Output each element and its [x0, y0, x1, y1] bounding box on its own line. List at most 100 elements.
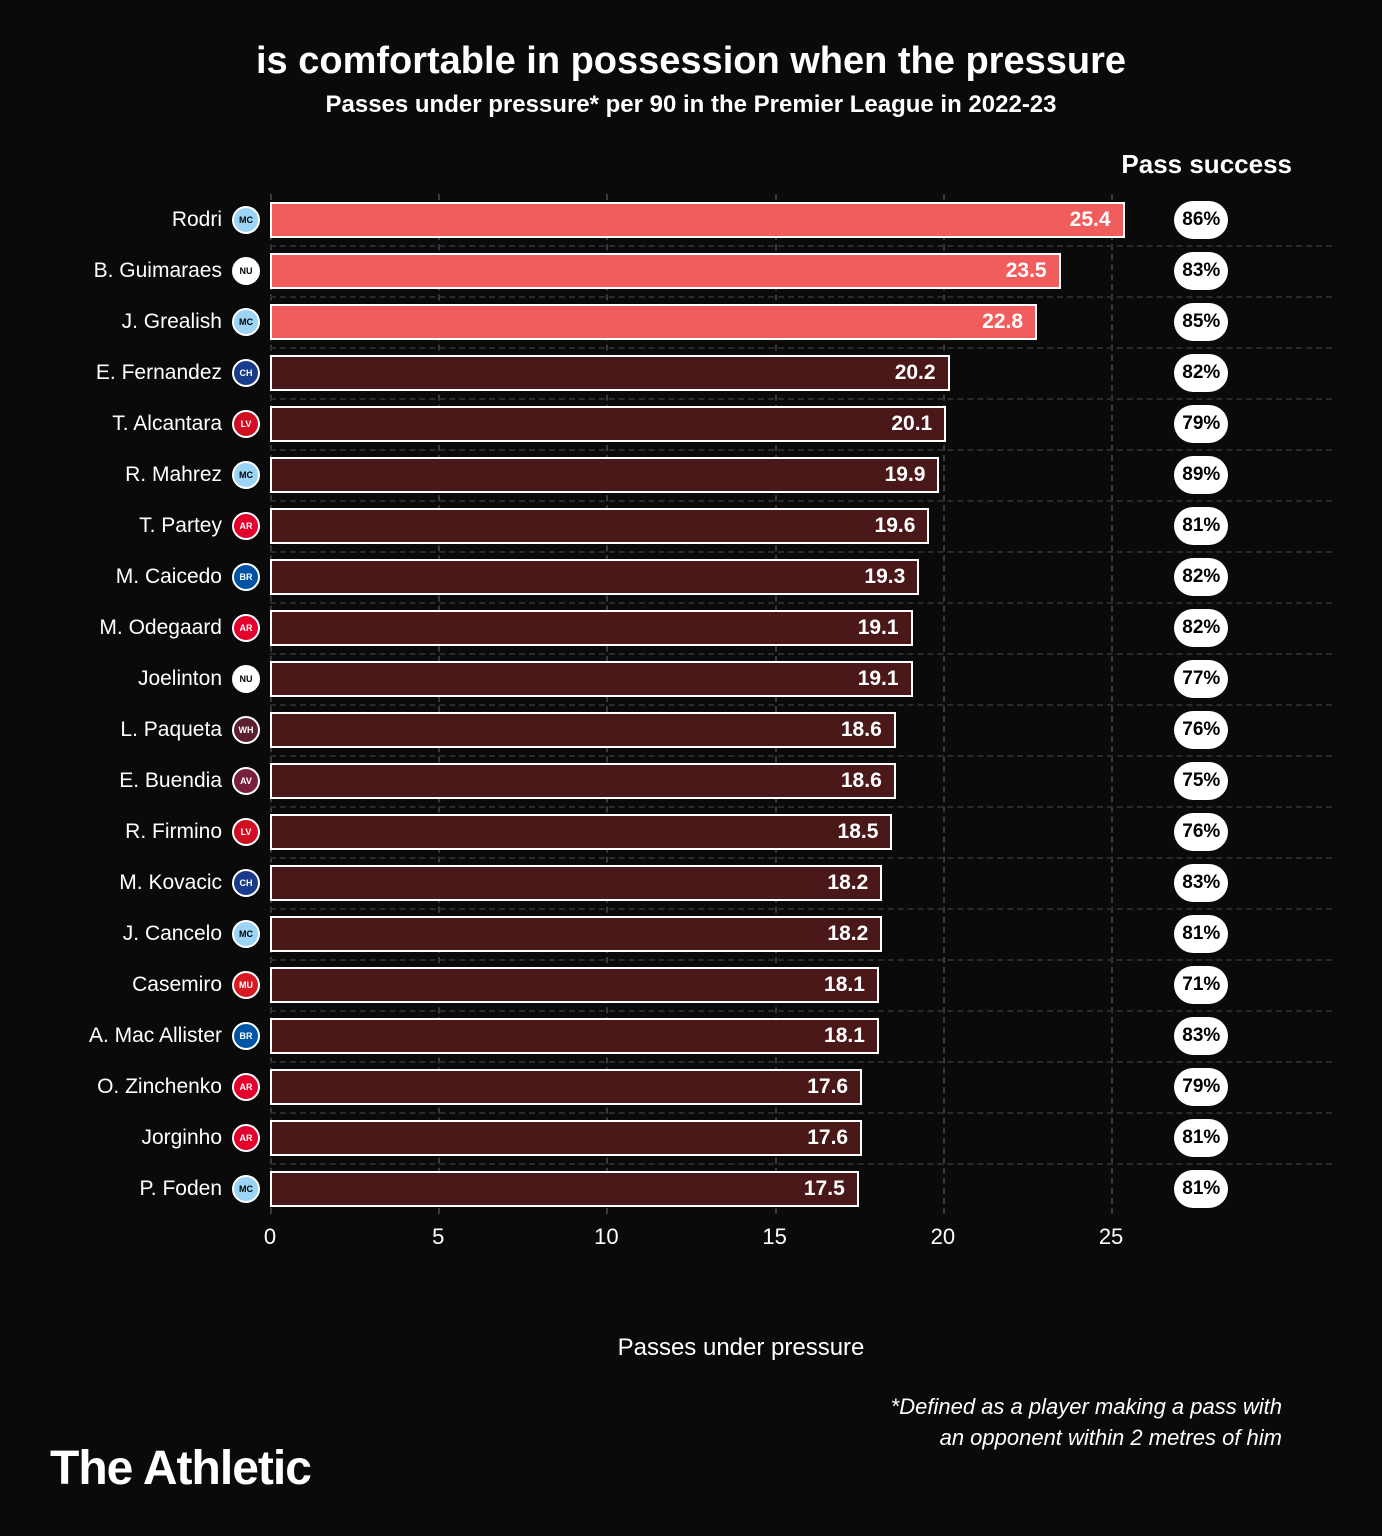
row-divider [270, 1061, 1332, 1063]
bar: 20.1 [270, 406, 946, 442]
pass-success-pill: 82% [1174, 609, 1228, 647]
chart-row: E. BuendiaAV18.675% [270, 755, 1212, 806]
club-badge-icon: CH [232, 359, 260, 387]
player-name: M. Caicedo [116, 565, 222, 589]
chart-row: T. ParteyAR19.681% [270, 500, 1212, 551]
club-badge-icon: MC [232, 308, 260, 336]
x-axis-label: Passes under pressure [270, 1334, 1212, 1362]
club-badge-icon: AV [232, 767, 260, 795]
row-divider [270, 602, 1332, 604]
club-badge-icon: BR [232, 563, 260, 591]
player-name: R. Mahrez [125, 463, 222, 487]
row-divider [270, 347, 1332, 349]
player-name: Jorginho [141, 1126, 222, 1150]
row-divider [270, 398, 1332, 400]
row-divider [270, 500, 1332, 502]
player-name: M. Kovacic [119, 871, 222, 895]
row-divider [270, 959, 1332, 961]
chart-area: RodriMC25.486%B. GuimaraesNU23.583%J. Gr… [50, 194, 1332, 1362]
bar: 19.1 [270, 661, 913, 697]
row-divider [270, 704, 1332, 706]
chart-row: JorginhoAR17.681% [270, 1112, 1212, 1163]
chart-row: RodriMC25.486% [270, 194, 1212, 245]
chart-row: E. FernandezCH20.282% [270, 347, 1212, 398]
pass-success-pill: 81% [1174, 1170, 1228, 1208]
bar: 19.9 [270, 457, 939, 493]
player-name: P. Foden [139, 1177, 222, 1201]
pass-success-pill: 79% [1174, 1068, 1228, 1106]
chart-row: J. CanceloMC18.281% [270, 908, 1212, 959]
row-divider [270, 1163, 1332, 1165]
player-name: M. Odegaard [99, 616, 222, 640]
row-divider [270, 908, 1332, 910]
club-badge-icon: LV [232, 410, 260, 438]
pass-success-pill: 86% [1174, 201, 1228, 239]
bar: 25.4 [270, 202, 1125, 238]
pass-success-pill: 81% [1174, 915, 1228, 953]
row-divider [270, 653, 1332, 655]
club-badge-icon: MC [232, 461, 260, 489]
chart-row: P. FodenMC17.581% [270, 1163, 1212, 1214]
pass-success-pill: 77% [1174, 660, 1228, 698]
chart-plot: RodriMC25.486%B. GuimaraesNU23.583%J. Gr… [270, 194, 1212, 1214]
bar: 23.5 [270, 253, 1061, 289]
club-badge-icon: MU [232, 971, 260, 999]
chart-row: L. PaquetaWH18.676% [270, 704, 1212, 755]
x-tick: 0 [264, 1224, 276, 1250]
chart-row: J. GrealishMC22.885% [270, 296, 1212, 347]
player-name: Joelinton [138, 667, 222, 691]
chart-row: O. ZinchenkoAR17.679% [270, 1061, 1212, 1112]
player-name: T. Alcantara [112, 412, 222, 436]
player-name: J. Grealish [122, 310, 222, 334]
pass-success-pill: 83% [1174, 252, 1228, 290]
player-name: R. Firmino [125, 820, 222, 844]
x-tick: 5 [432, 1224, 444, 1250]
chart-row: M. CaicedoBR19.382% [270, 551, 1212, 602]
pass-success-pill: 75% [1174, 762, 1228, 800]
row-divider [270, 1112, 1332, 1114]
bar: 18.5 [270, 814, 892, 850]
player-name: Rodri [172, 208, 222, 232]
club-badge-icon: MC [232, 1175, 260, 1203]
pass-success-pill: 76% [1174, 813, 1228, 851]
pass-success-header: Pass success [50, 149, 1332, 180]
x-axis: 0510152025 [270, 1224, 1212, 1284]
pass-success-pill: 85% [1174, 303, 1228, 341]
x-tick: 10 [594, 1224, 618, 1250]
bar: 17.6 [270, 1069, 862, 1105]
bar: 19.6 [270, 508, 929, 544]
bar: 19.1 [270, 610, 913, 646]
footnote-line2: an opponent within 2 metres of him [940, 1425, 1282, 1450]
x-tick: 25 [1099, 1224, 1123, 1250]
bar: 18.1 [270, 1018, 879, 1054]
club-badge-icon: MC [232, 206, 260, 234]
brand-logo: The Athletic [50, 1441, 311, 1496]
club-badge-icon: CH [232, 869, 260, 897]
player-name: O. Zinchenko [97, 1075, 222, 1099]
bar: 18.6 [270, 712, 896, 748]
pass-success-pill: 82% [1174, 558, 1228, 596]
pass-success-pill: 81% [1174, 507, 1228, 545]
row-divider [270, 551, 1332, 553]
row-divider [270, 449, 1332, 451]
club-badge-icon: NU [232, 257, 260, 285]
chart-row: JoelintonNU19.177% [270, 653, 1212, 704]
chart-row: CasemiroMU18.171% [270, 959, 1212, 1010]
pass-success-pill: 83% [1174, 864, 1228, 902]
chart-row: T. AlcantaraLV20.179% [270, 398, 1212, 449]
chart-subtitle: Passes under pressure* per 90 in the Pre… [50, 91, 1332, 119]
row-divider [270, 857, 1332, 859]
row-divider [270, 245, 1332, 247]
club-badge-icon: NU [232, 665, 260, 693]
club-badge-icon: MC [232, 920, 260, 948]
chart-row: R. MahrezMC19.989% [270, 449, 1212, 500]
bar: 19.3 [270, 559, 919, 595]
club-badge-icon: AR [232, 1073, 260, 1101]
x-tick: 20 [931, 1224, 955, 1250]
player-name: E. Fernandez [96, 361, 222, 385]
row-divider [270, 755, 1332, 757]
pass-success-pill: 82% [1174, 354, 1228, 392]
x-tick: 15 [762, 1224, 786, 1250]
player-name: Casemiro [132, 973, 222, 997]
bar: 18.6 [270, 763, 896, 799]
